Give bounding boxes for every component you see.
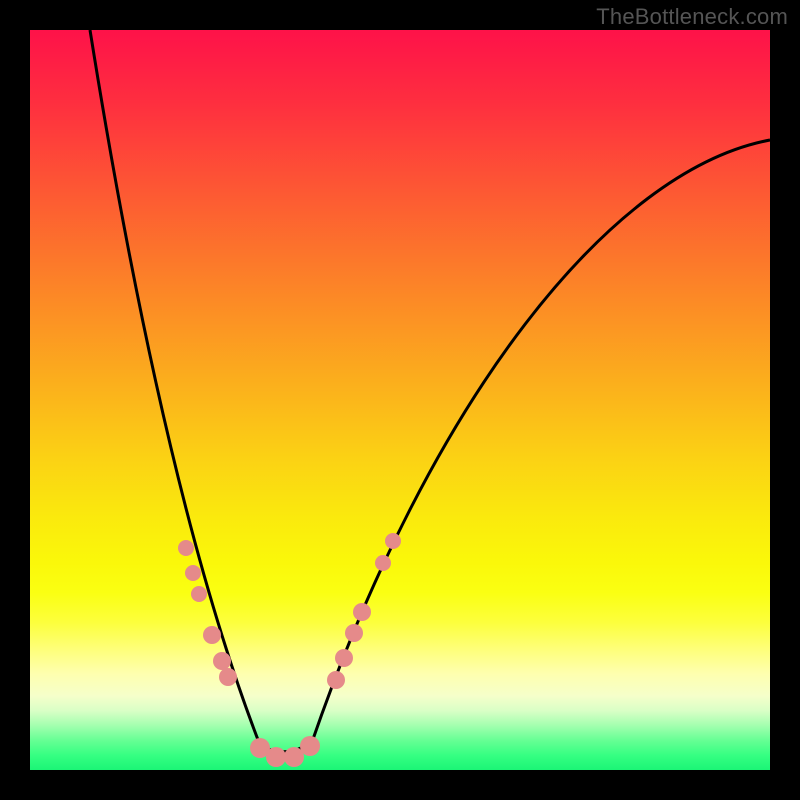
curve-marker (213, 652, 231, 670)
curve-marker (353, 603, 371, 621)
chart-container: TheBottleneck.com (0, 0, 800, 800)
curve-marker (185, 565, 201, 581)
curve-marker (219, 668, 237, 686)
curve-marker (375, 555, 391, 571)
curve-marker (345, 624, 363, 642)
watermark-text: TheBottleneck.com (596, 4, 788, 30)
curve-marker (300, 736, 320, 756)
curve-marker (327, 671, 345, 689)
bottleneck-chart (0, 0, 800, 800)
curve-marker (266, 747, 286, 767)
curve-marker (203, 626, 221, 644)
plot-background (30, 30, 770, 770)
curve-marker (335, 649, 353, 667)
curve-marker (178, 540, 194, 556)
curve-marker (385, 533, 401, 549)
curve-marker (191, 586, 207, 602)
